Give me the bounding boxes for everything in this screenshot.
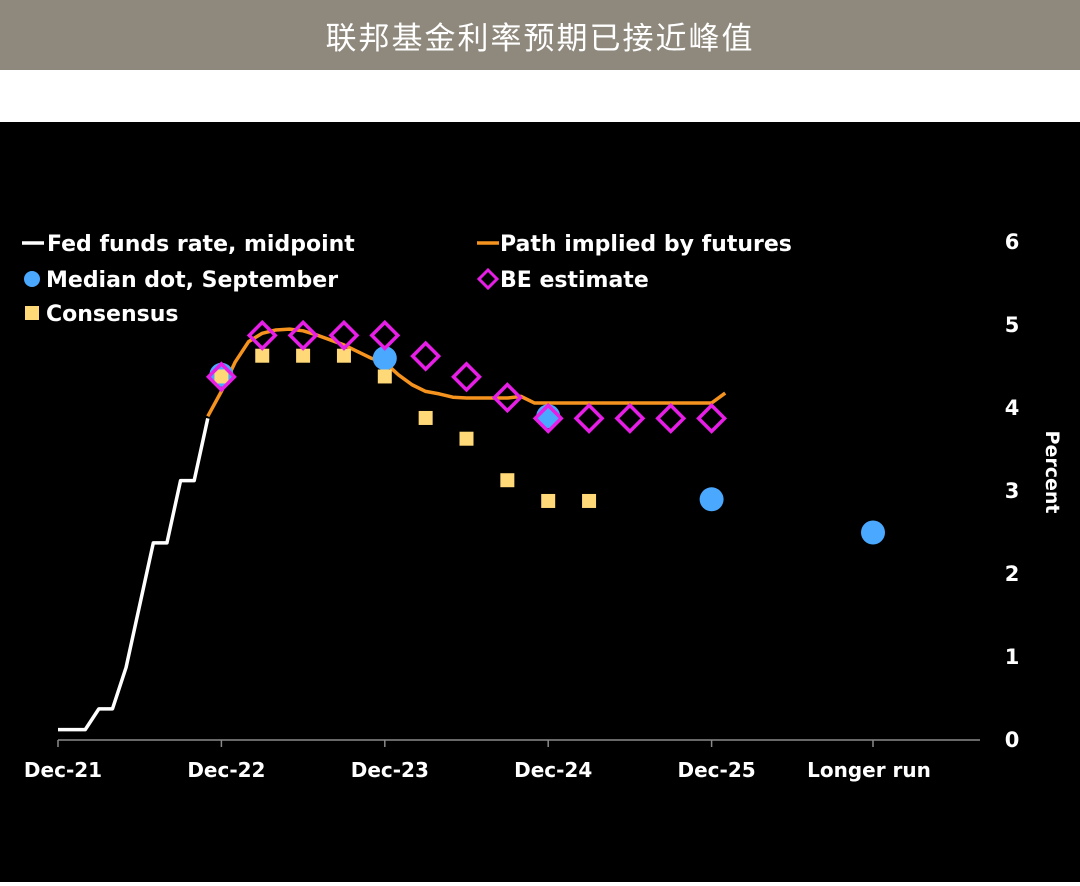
- x-tick-label: Dec-24: [514, 758, 592, 782]
- chart-area: Dec-21 Dec-22 Dec-23 Dec-24 Dec-25 Longer run…: [0, 122, 1080, 882]
- be-estimate-point: [451, 361, 482, 393]
- consensus-point: [255, 348, 270, 363]
- consensus-point: [296, 348, 311, 363]
- consensus-point: [541, 493, 556, 508]
- y-tick-label: 2: [1005, 562, 1020, 586]
- legend-be-estimate-label: BE estimate: [500, 268, 649, 293]
- be-estimate-point: [246, 319, 278, 351]
- fed-funds-line: [58, 418, 210, 732]
- title-spacer: [0, 70, 1080, 122]
- y-tick-label: 3: [1005, 479, 1020, 503]
- x-tick-label: Dec-21: [24, 758, 102, 782]
- consensus-point: [377, 369, 392, 384]
- legend-consensus-swatch: [25, 306, 39, 320]
- legend-fed-funds-label: Fed funds rate, midpoint: [47, 232, 355, 257]
- x-tick-label: Dec-23: [351, 758, 429, 782]
- y-tick-label: 0: [1005, 728, 1020, 752]
- fed-funds-chart: Dec-21 Dec-22 Dec-23 Dec-24 Dec-25 Longer run…: [22, 230, 1063, 782]
- chart-title: 联邦基金利率预期已接近峰值: [325, 20, 755, 57]
- be-estimate-point: [205, 361, 237, 393]
- legend-be-estimate-swatch: [476, 267, 500, 291]
- median-dot-point: [861, 520, 885, 545]
- legend-median-dot-swatch: [24, 271, 40, 287]
- median-dot-point: [372, 346, 397, 371]
- be-estimate-point: [328, 319, 360, 351]
- be-estimate-point: [655, 402, 687, 434]
- consensus-point: [336, 348, 351, 363]
- y-tick-label: 6: [1005, 230, 1020, 254]
- be-estimate-point: [410, 340, 442, 372]
- legend-median-dot-label: Median dot, September: [46, 268, 338, 293]
- be-estimate-point: [287, 319, 319, 351]
- consensus-point: [459, 431, 474, 446]
- y-tick-label: 5: [1005, 313, 1020, 337]
- consensus-point: [214, 369, 229, 384]
- be-estimate-point: [491, 382, 523, 414]
- median-dot-point: [699, 487, 724, 512]
- x-tick-label: Dec-22: [187, 758, 265, 782]
- legend-futures-label: Path implied by futures: [500, 232, 792, 257]
- y-tick-label: 4: [1005, 396, 1020, 420]
- x-tick-label: Longer run: [807, 758, 931, 782]
- consensus-point: [582, 493, 597, 508]
- be-estimate-point: [573, 402, 605, 434]
- be-estimate-point: [696, 402, 728, 434]
- x-tick-label: Dec-25: [678, 758, 756, 782]
- be-estimate-point: [614, 402, 646, 434]
- futures-path-line: [206, 327, 727, 418]
- be-estimate-point: [369, 319, 401, 351]
- be-estimate-point: [532, 402, 564, 434]
- legend-consensus-label: Consensus: [46, 302, 178, 327]
- y-tick-label: 1: [1005, 645, 1020, 669]
- consensus-point: [418, 410, 433, 425]
- y-axis-label: Percent: [1041, 431, 1063, 514]
- consensus-point: [500, 473, 515, 488]
- chart-title-bar: 联邦基金利率预期已接近峰值: [0, 0, 1080, 70]
